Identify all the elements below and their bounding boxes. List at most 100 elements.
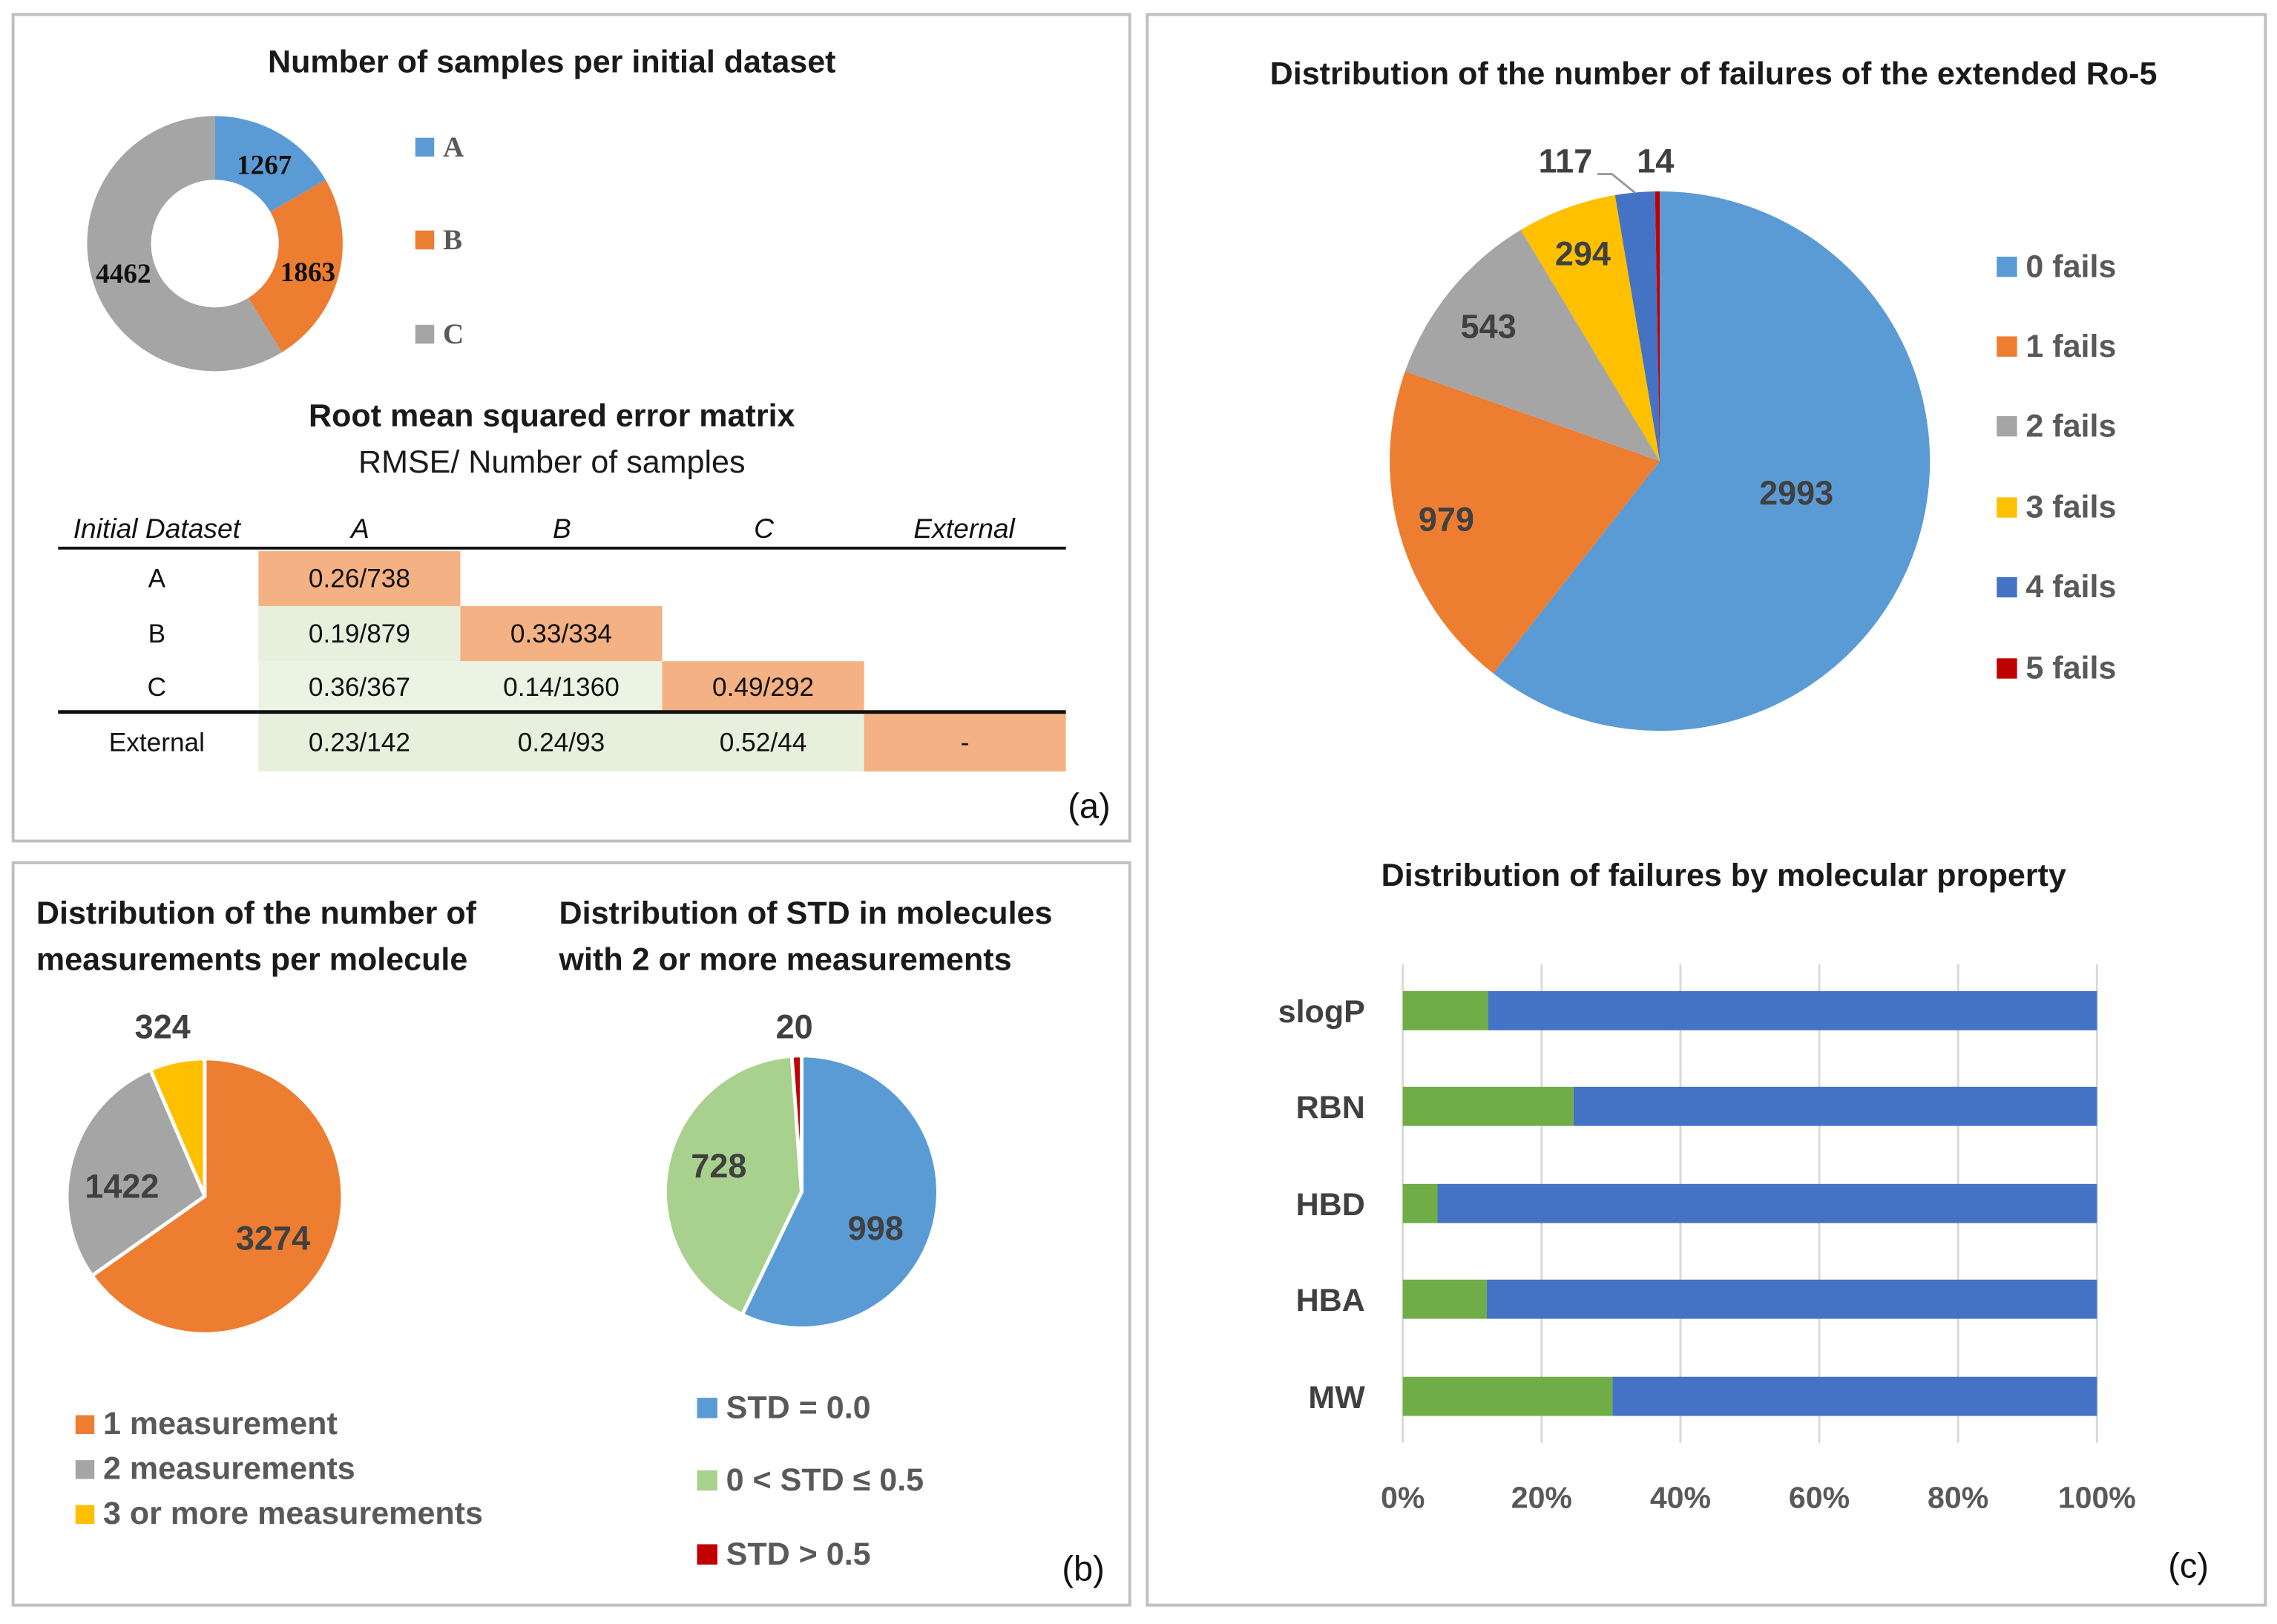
category-label: HBA [1296,1283,1365,1318]
pie-slice-b [248,180,343,352]
legend-label: STD > 0.5 [726,1536,871,1572]
category-label: HBD [1296,1187,1365,1223]
table-cell [662,713,864,772]
legend-swatch [415,230,435,250]
legend-swatch [75,1415,95,1434]
data-label: 2993 [1759,474,1833,512]
std-pie: 998 728 20 STD = 0.0 0 < STD ≤ 0.5 STD > 0.5 [663,1007,940,1572]
data-label: 1863 [280,257,335,288]
table-cell [258,661,461,714]
meas-title-line2: measurements per molecule [36,942,467,978]
cell-value: 0.26/738 [309,565,410,594]
bar-fail-hba [1402,1279,1487,1319]
cell-value: 0.49/292 [712,673,814,702]
data-label: 728 [691,1147,746,1185]
cell-value: 0.36/367 [309,673,410,702]
pie-slice-a [214,116,326,212]
cell-value: 0.23/142 [309,728,410,757]
table-cell [460,661,663,714]
cell-value: 0.24/93 [518,728,605,757]
legend-swatch [1997,336,2017,357]
panel-c-frame [1146,13,2267,1607]
bar-chart: 0% 20% 40% 60% 80% 100% slogP RBN HBD HBA MW [1278,964,2136,1515]
table-header: C [754,513,775,544]
legend-swatch [1997,256,2017,277]
panel-label-a: (a) [1068,786,1110,825]
bar-fail-rbn [1402,1086,1574,1126]
legend-label: 0 fails [2025,249,2116,284]
data-label: 543 [1461,307,1517,345]
data-label: 3274 [236,1220,310,1258]
donut-title: Number of samples per initial dataset [268,45,835,80]
legend-swatch [697,1470,717,1491]
data-label: 117 [1539,142,1593,180]
legend-label: 1 fails [2025,329,2116,364]
cell-value: - [961,728,970,757]
legend-label: 2 fails [2025,408,2116,444]
row-label: A [148,565,166,594]
bar-fail-mw [1402,1376,1613,1416]
legend-label: 0 < STD ≤ 0.5 [726,1462,924,1498]
legend-swatch [415,324,435,344]
data-label: 4462 [96,259,151,289]
table-cell [258,550,461,606]
table-header: Initial Dataset [73,513,242,544]
bar-pass-mw [1612,1376,2097,1416]
cell-value: 0.33/334 [510,619,612,648]
measurements-pie: 3274 1422 324 1 measurement 2 measurements 3 … [65,1007,483,1531]
legend-swatch [1997,576,2017,598]
legend-label: A [443,131,464,163]
table-header: External [913,513,1016,544]
ro5-pie: 2993 979 543 294 117 14 0 fails 1 fails 2 fails 3… [1390,142,2116,732]
leader-line [1597,173,1636,194]
category-label: slogP [1278,994,1365,1030]
panel-label-c: (c) [2168,1546,2209,1585]
std-title-line2: with 2 or more measurements [559,942,1012,978]
row-label: B [148,619,166,648]
matrix-title: Root mean squared error matrix [309,398,795,434]
pie-slice-2-fails [1404,229,1660,461]
bar-fail-slogp [1402,990,1488,1030]
x-tick-label: 20% [1511,1481,1572,1515]
x-tick-label: 40% [1650,1481,1711,1515]
legend-label: 4 fails [2025,569,2116,605]
legend-swatch [697,1398,717,1418]
table-cell [258,605,461,662]
panel-a-frame [11,13,1131,843]
bar-title: Distribution of failures by molecular pr… [1381,858,2066,893]
pie-slice-1-measurement [89,1056,345,1336]
legend-label: 1 measurement [103,1406,338,1441]
x-tick-label: 0% [1381,1481,1425,1515]
legend-label: 5 fails [2025,651,2116,686]
cell-value: 0.19/879 [309,619,410,648]
pie-slice-0-std-0-5 [663,1053,804,1318]
pie-slice-std-0-5 [789,1053,804,1192]
data-label: 324 [135,1007,191,1045]
legend-swatch [1997,415,2017,437]
data-label: 294 [1555,235,1611,273]
ro5-title: Distribution of the number of failures o… [1270,56,2158,91]
pie-slice-std-0-0 [740,1053,940,1330]
matrix-subtitle: RMSE/ Number of samples [358,444,745,480]
pie-slice-0-fails [1493,191,1931,732]
data-label: 1422 [85,1167,159,1205]
meas-title-line1: Distribution of the number of [36,895,477,931]
pie-slice-5-fails [1655,191,1660,461]
row-label: C [148,673,166,702]
bar-pass-slogp [1488,990,2097,1030]
cell-value: 0.14/1360 [503,673,620,702]
legend-swatch [1997,497,2017,518]
data-label: 1267 [237,151,292,181]
pie-slice-1-fails [1390,371,1660,674]
std-title-line1: Distribution of STD in molecules [559,895,1053,931]
legend-swatch [75,1460,95,1479]
data-label: 979 [1419,500,1474,538]
cell-value: 0.52/44 [720,728,806,757]
pie-slice-3-fails [1520,195,1660,461]
table-cell [258,713,461,772]
x-tick-label: 80% [1928,1481,1988,1515]
legend-label: 2 measurements [103,1451,355,1487]
legend-swatch [415,137,435,157]
x-tick-label: 100% [2058,1481,2136,1515]
